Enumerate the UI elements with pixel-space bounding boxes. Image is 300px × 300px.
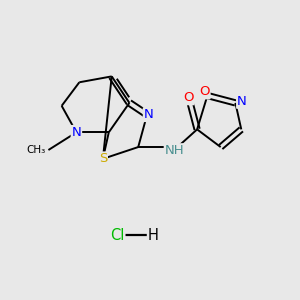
Text: O: O — [183, 92, 194, 104]
Text: NH: NH — [165, 144, 184, 157]
Text: N: N — [237, 95, 247, 108]
Text: N: N — [144, 108, 153, 121]
Text: N: N — [71, 126, 81, 139]
Text: S: S — [99, 152, 107, 165]
Text: H: H — [148, 228, 158, 243]
Text: CH₃: CH₃ — [27, 145, 46, 155]
Text: Cl: Cl — [110, 228, 125, 243]
Text: O: O — [199, 85, 210, 98]
